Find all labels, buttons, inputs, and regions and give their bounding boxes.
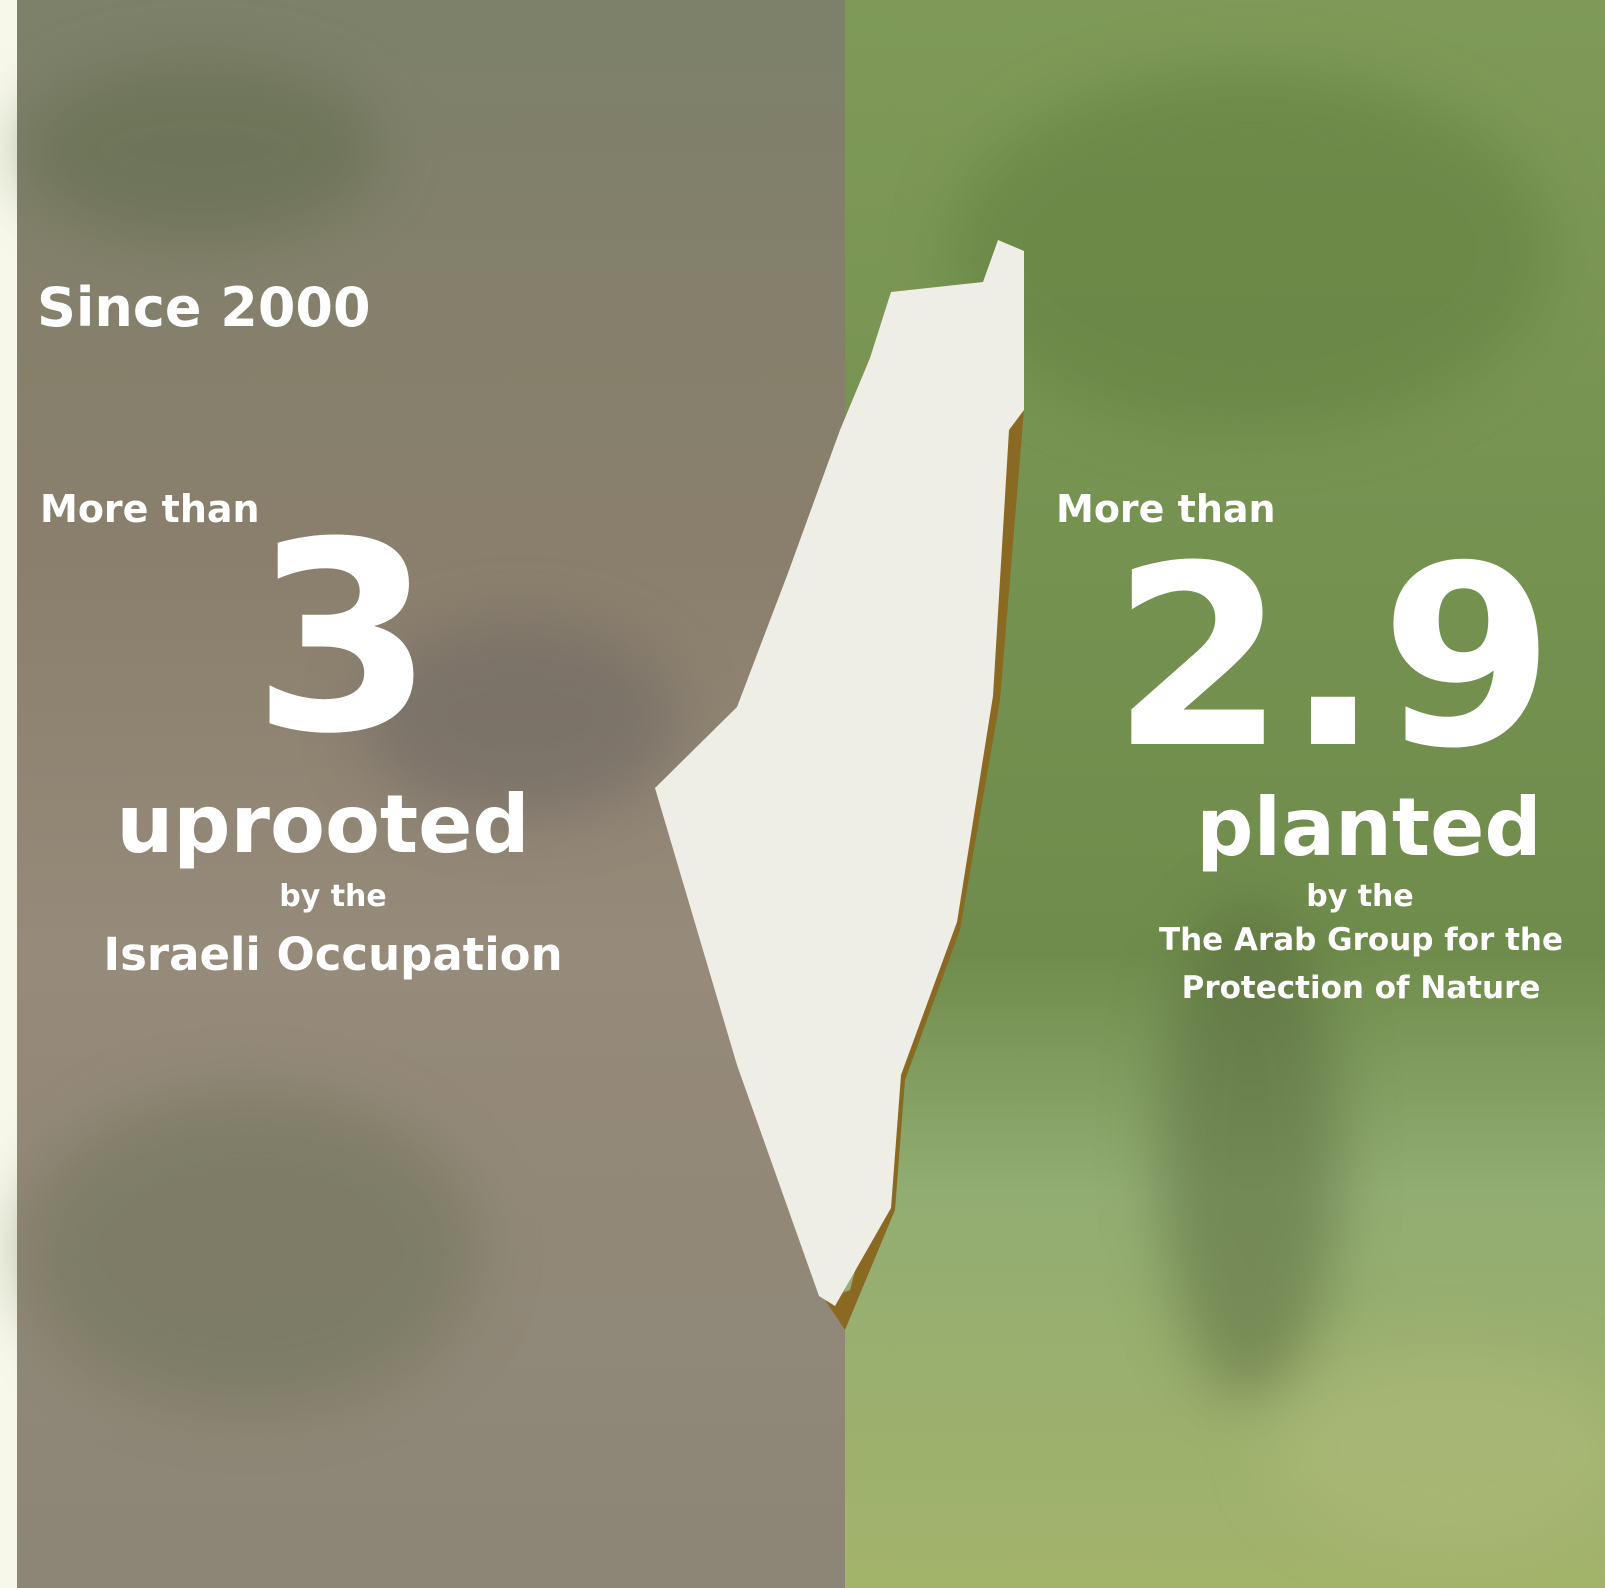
left-prefix: More than bbox=[40, 487, 260, 531]
left-verb: uprooted bbox=[116, 778, 529, 871]
right-number: 2.9 bbox=[1112, 512, 1555, 803]
right-actor-line: The Arab Group for the bbox=[1159, 922, 1563, 958]
texture bbox=[20, 60, 1605, 1550]
left-number: 3 bbox=[252, 486, 434, 791]
right-prefix: More than bbox=[1056, 487, 1276, 531]
heading: Since 2000 bbox=[37, 276, 371, 339]
map-silhouette bbox=[655, 240, 1024, 1306]
right-actor-line: Protection of Nature bbox=[1182, 970, 1541, 1006]
left-actor: Israeli Occupation bbox=[103, 928, 562, 981]
right-by: by the bbox=[1306, 879, 1414, 914]
right-verb: planted bbox=[1196, 781, 1541, 874]
left-by: by the bbox=[279, 879, 387, 914]
